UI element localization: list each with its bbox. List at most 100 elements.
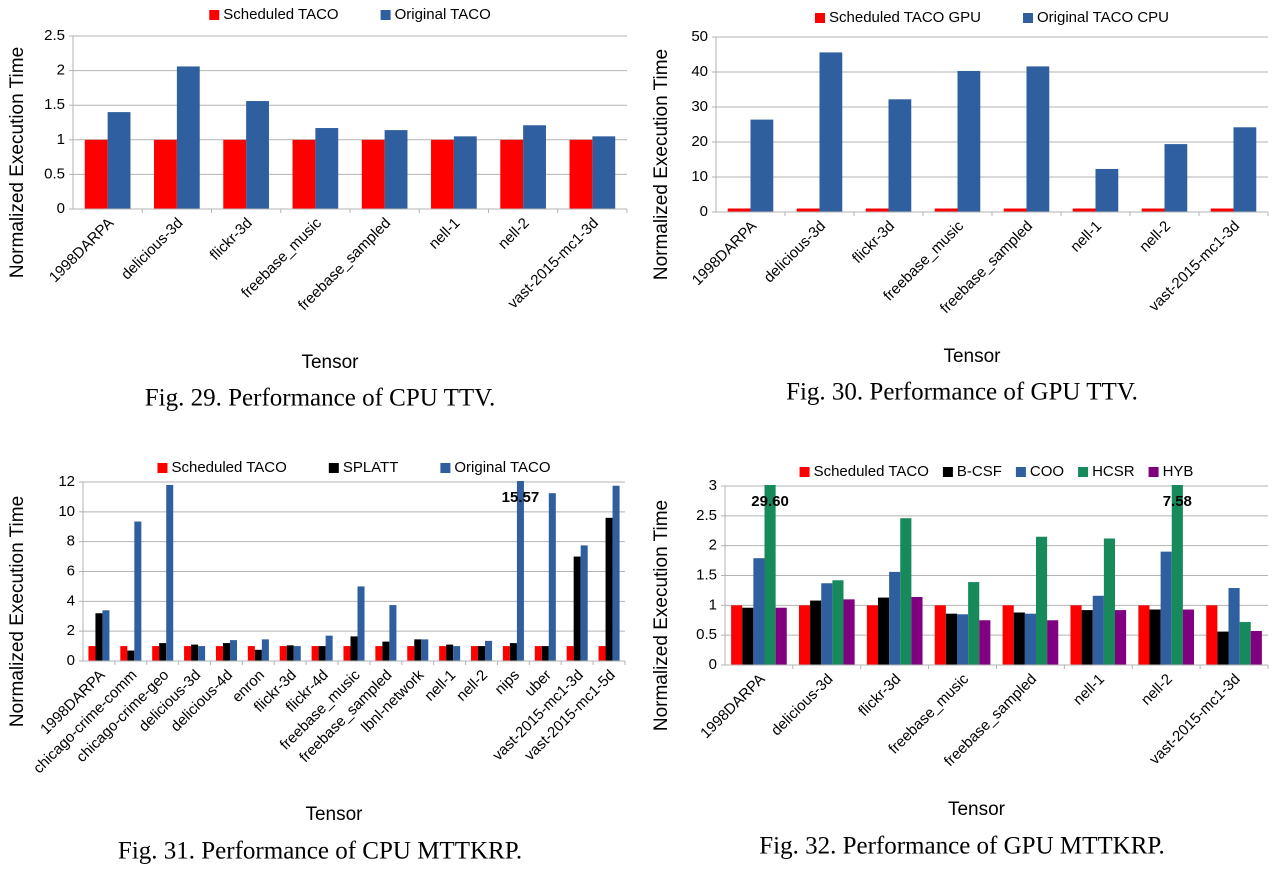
bar	[742, 607, 754, 665]
legend-swatch	[815, 13, 825, 23]
legend-swatch	[157, 463, 168, 473]
y-tick-label: 3	[709, 477, 717, 494]
bar	[84, 139, 108, 209]
bar	[1206, 605, 1218, 665]
value-label: 7.58	[1163, 493, 1192, 510]
bar	[1138, 605, 1150, 665]
bar	[215, 646, 223, 661]
bar	[573, 556, 581, 661]
x-tick-label: 1998DARPA	[46, 215, 117, 286]
bar	[1003, 208, 1027, 212]
bar	[485, 640, 493, 661]
bar	[889, 571, 901, 665]
bar	[176, 66, 200, 209]
bar	[261, 639, 269, 661]
legend-swatch	[380, 10, 391, 20]
x-tick-label: nell-2	[453, 667, 491, 705]
bar	[888, 99, 912, 212]
x-tick-label: nips	[492, 667, 523, 698]
caption: Fig. 31. Performance of CPU MTTKRP.	[118, 838, 522, 865]
x-tick-label: delicious-3d	[768, 671, 837, 740]
bar	[453, 136, 477, 209]
y-tick-label: 2	[709, 537, 717, 554]
bar	[88, 646, 96, 661]
bar	[819, 52, 843, 212]
bar	[502, 646, 510, 661]
bar	[439, 646, 447, 661]
legend-label: B-CSF	[957, 463, 1002, 480]
y-tick-label: 2.5	[696, 507, 717, 524]
bar	[1141, 208, 1165, 212]
value-label: 29.60	[751, 493, 789, 510]
bar	[407, 646, 415, 661]
bar	[154, 139, 177, 209]
bar	[979, 620, 991, 665]
legend-label: HYB	[1163, 463, 1194, 480]
bar	[325, 635, 333, 661]
bar	[318, 646, 326, 661]
bar	[1250, 630, 1262, 665]
y-tick-label: 2	[57, 62, 65, 79]
x-tick-label: nell-1	[421, 667, 459, 705]
bar	[279, 646, 287, 661]
caption: Fig. 32. Performance of GPU MTTKRP.	[759, 833, 1165, 860]
legend-swatch	[1078, 467, 1089, 477]
y-axis-label: Normalized Execution Time	[7, 47, 28, 278]
y-axis-label: Normalized Execution Time	[651, 49, 672, 280]
bar	[1013, 612, 1025, 665]
bar	[911, 596, 923, 665]
bar	[534, 646, 542, 661]
bar	[764, 485, 776, 665]
bar	[865, 208, 889, 212]
y-tick-label: 30	[691, 98, 708, 115]
bar	[957, 70, 981, 212]
bar	[453, 646, 461, 661]
bar	[598, 646, 606, 661]
bar	[152, 646, 160, 661]
bar	[222, 643, 230, 661]
bar	[1171, 485, 1183, 665]
bar	[414, 639, 422, 661]
bar	[247, 646, 255, 661]
bar	[1160, 551, 1172, 665]
bar	[292, 139, 316, 209]
bar	[350, 636, 358, 661]
bar	[1092, 595, 1104, 665]
bar	[866, 605, 878, 665]
bar	[1047, 620, 1059, 665]
caption: Fig. 30. Performance of GPU TTV.	[786, 379, 1138, 406]
bar	[166, 484, 174, 661]
bar	[159, 643, 167, 661]
legend-label: Scheduled TACO	[223, 6, 338, 23]
bar	[471, 646, 479, 661]
x-tick-label: nell-1	[1067, 218, 1105, 256]
bar	[832, 580, 844, 665]
x-axis-label: Tensor	[305, 804, 363, 825]
bar	[1036, 536, 1048, 665]
bar	[798, 605, 811, 665]
bar	[566, 646, 574, 661]
y-tick-label: 0	[709, 656, 717, 673]
bar	[1002, 605, 1014, 665]
bar	[1115, 610, 1127, 665]
bar	[375, 646, 383, 661]
y-axis-label: Normalized Execution Time	[7, 496, 28, 727]
bar	[580, 545, 588, 661]
bar	[389, 605, 397, 661]
x-tick-label: flickr-3d	[849, 218, 898, 267]
bar	[134, 521, 142, 661]
x-tick-label: delicious-3d	[761, 218, 830, 287]
bar	[1239, 622, 1251, 665]
bar	[605, 517, 613, 661]
y-tick-label: 20	[691, 133, 708, 150]
legend-swatch	[799, 467, 810, 477]
bar	[1070, 605, 1082, 665]
bar	[516, 481, 524, 661]
bar	[945, 613, 957, 665]
y-tick-label: 0	[700, 203, 708, 220]
legend-label: Original TACO CPU	[1037, 9, 1169, 26]
bar	[775, 607, 787, 665]
bar	[569, 139, 593, 209]
x-tick-label: flickr-3d	[207, 215, 256, 264]
